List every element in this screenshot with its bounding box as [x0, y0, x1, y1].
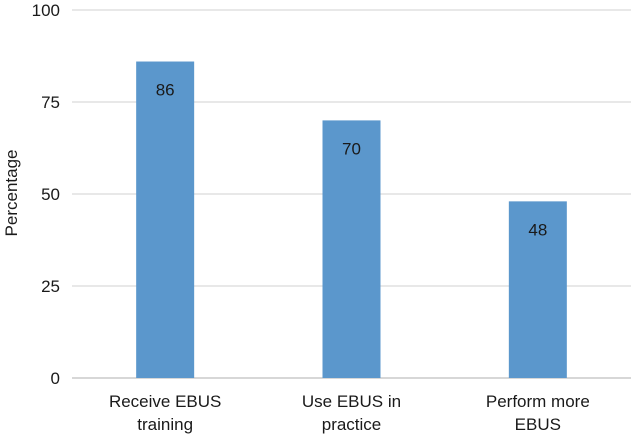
y-tick-label: 100 [32, 1, 60, 20]
y-tick-label: 25 [41, 277, 60, 296]
y-tick-labels: 0 25 50 75 100 [32, 1, 60, 388]
category-label: Receive EBUS training [109, 392, 221, 434]
data-labels: 86 70 48 [156, 81, 548, 240]
data-label: 70 [342, 139, 361, 158]
bar [136, 61, 195, 379]
y-axis-title: Percentage [2, 150, 21, 237]
bars [136, 61, 567, 379]
y-tick-label: 0 [51, 369, 60, 388]
category-label: Perform more EBUS [486, 392, 590, 434]
y-tick-label: 50 [41, 185, 60, 204]
bar [508, 201, 567, 378]
data-label: 86 [156, 81, 175, 100]
bar [322, 120, 381, 379]
y-tick-label: 75 [41, 93, 60, 112]
category-label: Use EBUS in practice [302, 392, 401, 434]
data-label: 48 [528, 220, 547, 239]
x-category-labels: Receive EBUS training Use EBUS in practice P… [109, 392, 590, 434]
